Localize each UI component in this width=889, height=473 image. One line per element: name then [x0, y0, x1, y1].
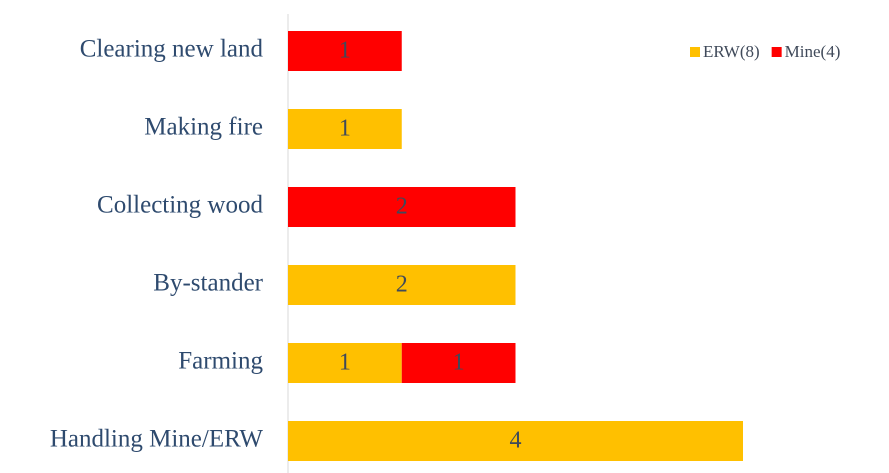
bar-segment: [288, 109, 402, 149]
data-label: 4: [510, 428, 522, 454]
data-label: 1: [339, 38, 351, 64]
data-label: 2: [396, 272, 408, 298]
category-label: Making fire: [144, 114, 263, 141]
category-label: Clearing new land: [80, 36, 264, 63]
legend-label: Mine(4): [785, 42, 841, 61]
bar-segment: [288, 265, 516, 305]
data-label: 1: [339, 116, 351, 142]
bar-segment: [288, 421, 743, 461]
data-label: 2: [396, 194, 408, 220]
legend-swatch: [771, 47, 782, 57]
category-label: Farming: [178, 348, 263, 375]
data-label: 1: [453, 350, 465, 376]
bar-segment: [401, 343, 516, 383]
legend-swatch: [690, 47, 700, 57]
bar-segment: [288, 187, 516, 227]
bar-segment: [288, 31, 402, 71]
bar-segment: [288, 343, 402, 383]
category-label: By-stander: [153, 270, 263, 297]
legend-label: ERW(8): [703, 42, 760, 61]
data-label: 1: [339, 350, 351, 376]
category-label: Handling Mine/ERW: [50, 426, 264, 453]
category-label: Collecting wood: [97, 192, 263, 219]
